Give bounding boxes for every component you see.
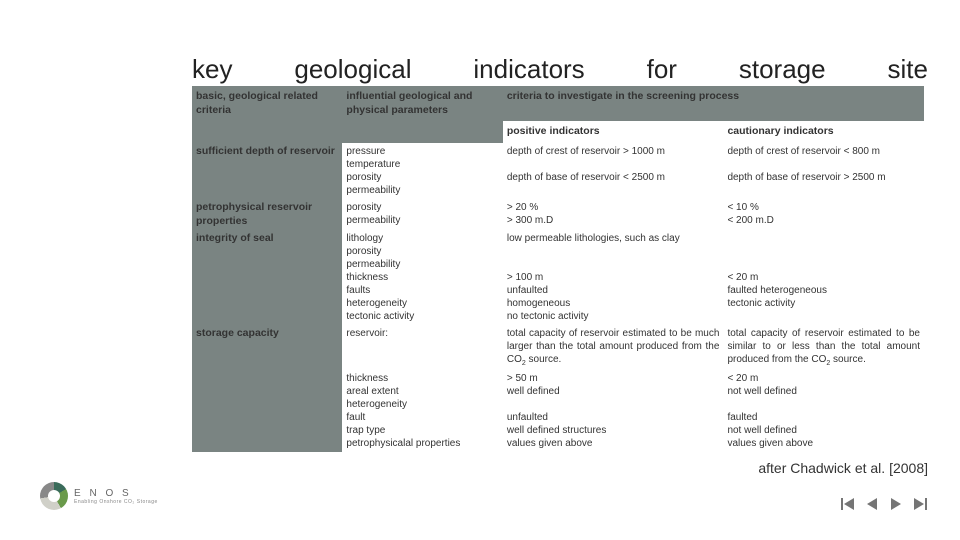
row-cautionary: depth of crest of reservoir < 800 m dept…	[723, 143, 924, 199]
table-row: thickness areal extent heterogeneity fau…	[192, 370, 924, 452]
header-positive: positive indicators	[503, 121, 724, 143]
row-positive: depth of crest of reservoir > 1000 m dep…	[503, 143, 724, 199]
row-params: reservoir:	[342, 325, 502, 370]
logo-subtitle: Enabling Onshore CO₂ Storage	[74, 499, 158, 505]
attribution-text: after Chadwick et al. [2008]	[758, 460, 928, 476]
header-screening-criteria: criteria to investigate in the screening…	[503, 86, 924, 121]
table-row: storage capacity reservoir: total capaci…	[192, 325, 924, 370]
row-params: porosity permeability	[342, 199, 502, 230]
title-word: for	[647, 54, 677, 85]
title-word: indicators	[473, 54, 584, 85]
row-positive: > 20 % > 300 m.D	[503, 199, 724, 230]
nav-first-button[interactable]	[838, 494, 858, 514]
row-cautionary: total capacity of reservoir estimated to…	[723, 325, 924, 370]
table-row: sufficient depth of reservoir pressure t…	[192, 143, 924, 199]
slide-title: key geological indicators for storage si…	[192, 54, 928, 85]
play-forward-icon	[888, 496, 904, 512]
row-label: integrity of seal	[192, 230, 342, 325]
nav-last-button[interactable]	[910, 494, 930, 514]
skip-forward-icon	[912, 496, 928, 512]
row-params: pressure temperature porosity permeabili…	[342, 143, 502, 199]
row-label: sufficient depth of reservoir	[192, 143, 342, 199]
enos-logo: E N O S Enabling Onshore CO₂ Storage	[40, 482, 158, 510]
row-label	[192, 370, 342, 452]
header-cautionary: cautionary indicators	[723, 121, 924, 143]
row-params: lithology porosity permeability thicknes…	[342, 230, 502, 325]
spacer-cell	[342, 121, 502, 143]
row-cautionary: < 20 m faulted heterogeneous tectonic ac…	[723, 230, 924, 325]
row-positive: low permeable lithologies, such as clay …	[503, 230, 724, 325]
slide-nav	[838, 494, 930, 514]
nav-next-button[interactable]	[886, 494, 906, 514]
row-positive: > 50 m well defined unfaulted well defin…	[503, 370, 724, 452]
play-back-icon	[864, 496, 880, 512]
row-params: thickness areal extent heterogeneity fau…	[342, 370, 502, 452]
spacer-cell	[192, 121, 342, 143]
title-word: geological	[294, 54, 411, 85]
title-word: site	[888, 54, 928, 85]
title-word: storage	[739, 54, 826, 85]
row-positive: total capacity of reservoir estimated to…	[503, 325, 724, 370]
header-influential-params: influential geological and physical para…	[342, 86, 502, 121]
table-row: integrity of seal lithology porosity per…	[192, 230, 924, 325]
row-label: petrophysical reservoir properties	[192, 199, 342, 230]
logo-text: E N O S	[74, 488, 158, 499]
row-label: storage capacity	[192, 325, 342, 370]
row-cautionary: < 10 % < 200 m.D	[723, 199, 924, 230]
title-word: key	[192, 54, 232, 85]
logo-swirl-icon	[40, 482, 68, 510]
criteria-table: basic, geological related criteria influ…	[192, 86, 924, 452]
skip-back-icon	[840, 496, 856, 512]
nav-prev-button[interactable]	[862, 494, 882, 514]
header-basic-criteria: basic, geological related criteria	[192, 86, 342, 121]
table-row: petrophysical reservoir properties poros…	[192, 199, 924, 230]
row-cautionary: < 20 m not well defined faulted not well…	[723, 370, 924, 452]
